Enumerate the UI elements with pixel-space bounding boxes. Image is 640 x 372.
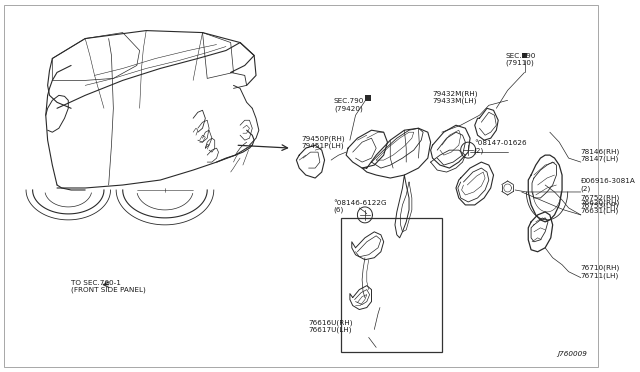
Text: Ð06916-3081A
(2): Ð06916-3081A (2) [581,178,636,192]
Text: °08146-6122G
(6): °08146-6122G (6) [333,200,387,214]
Text: 76752(RH)
76753(LH): 76752(RH) 76753(LH) [581,195,620,209]
Text: 79450P(RH)
79451P(LH): 79450P(RH) 79451P(LH) [301,135,345,149]
Text: J760009: J760009 [557,352,588,357]
Text: 76710(RH)
76711(LH): 76710(RH) 76711(LH) [581,265,620,279]
Bar [365,95,371,101]
Text: 79432M(RH)
79433M(LH): 79432M(RH) 79433M(LH) [433,90,478,105]
Text: 76616U(RH)
76617U(LH): 76616U(RH) 76617U(LH) [308,320,353,334]
Text: SEC.790
(79110): SEC.790 (79110) [506,52,536,66]
Text: °08147-01626
(2): °08147-01626 (2) [474,140,527,154]
Text: SEC.790
(79420): SEC.790 (79420) [334,98,364,112]
Text: TO SEC.760-1
(FRONT SIDE PANEL): TO SEC.760-1 (FRONT SIDE PANEL) [71,280,146,293]
Text: 76630(RH)
76631(LH): 76630(RH) 76631(LH) [581,200,620,214]
Bar [340,218,442,352]
Text: 78146(RH)
78147(LH): 78146(RH) 78147(LH) [581,148,620,162]
Bar [522,52,527,58]
